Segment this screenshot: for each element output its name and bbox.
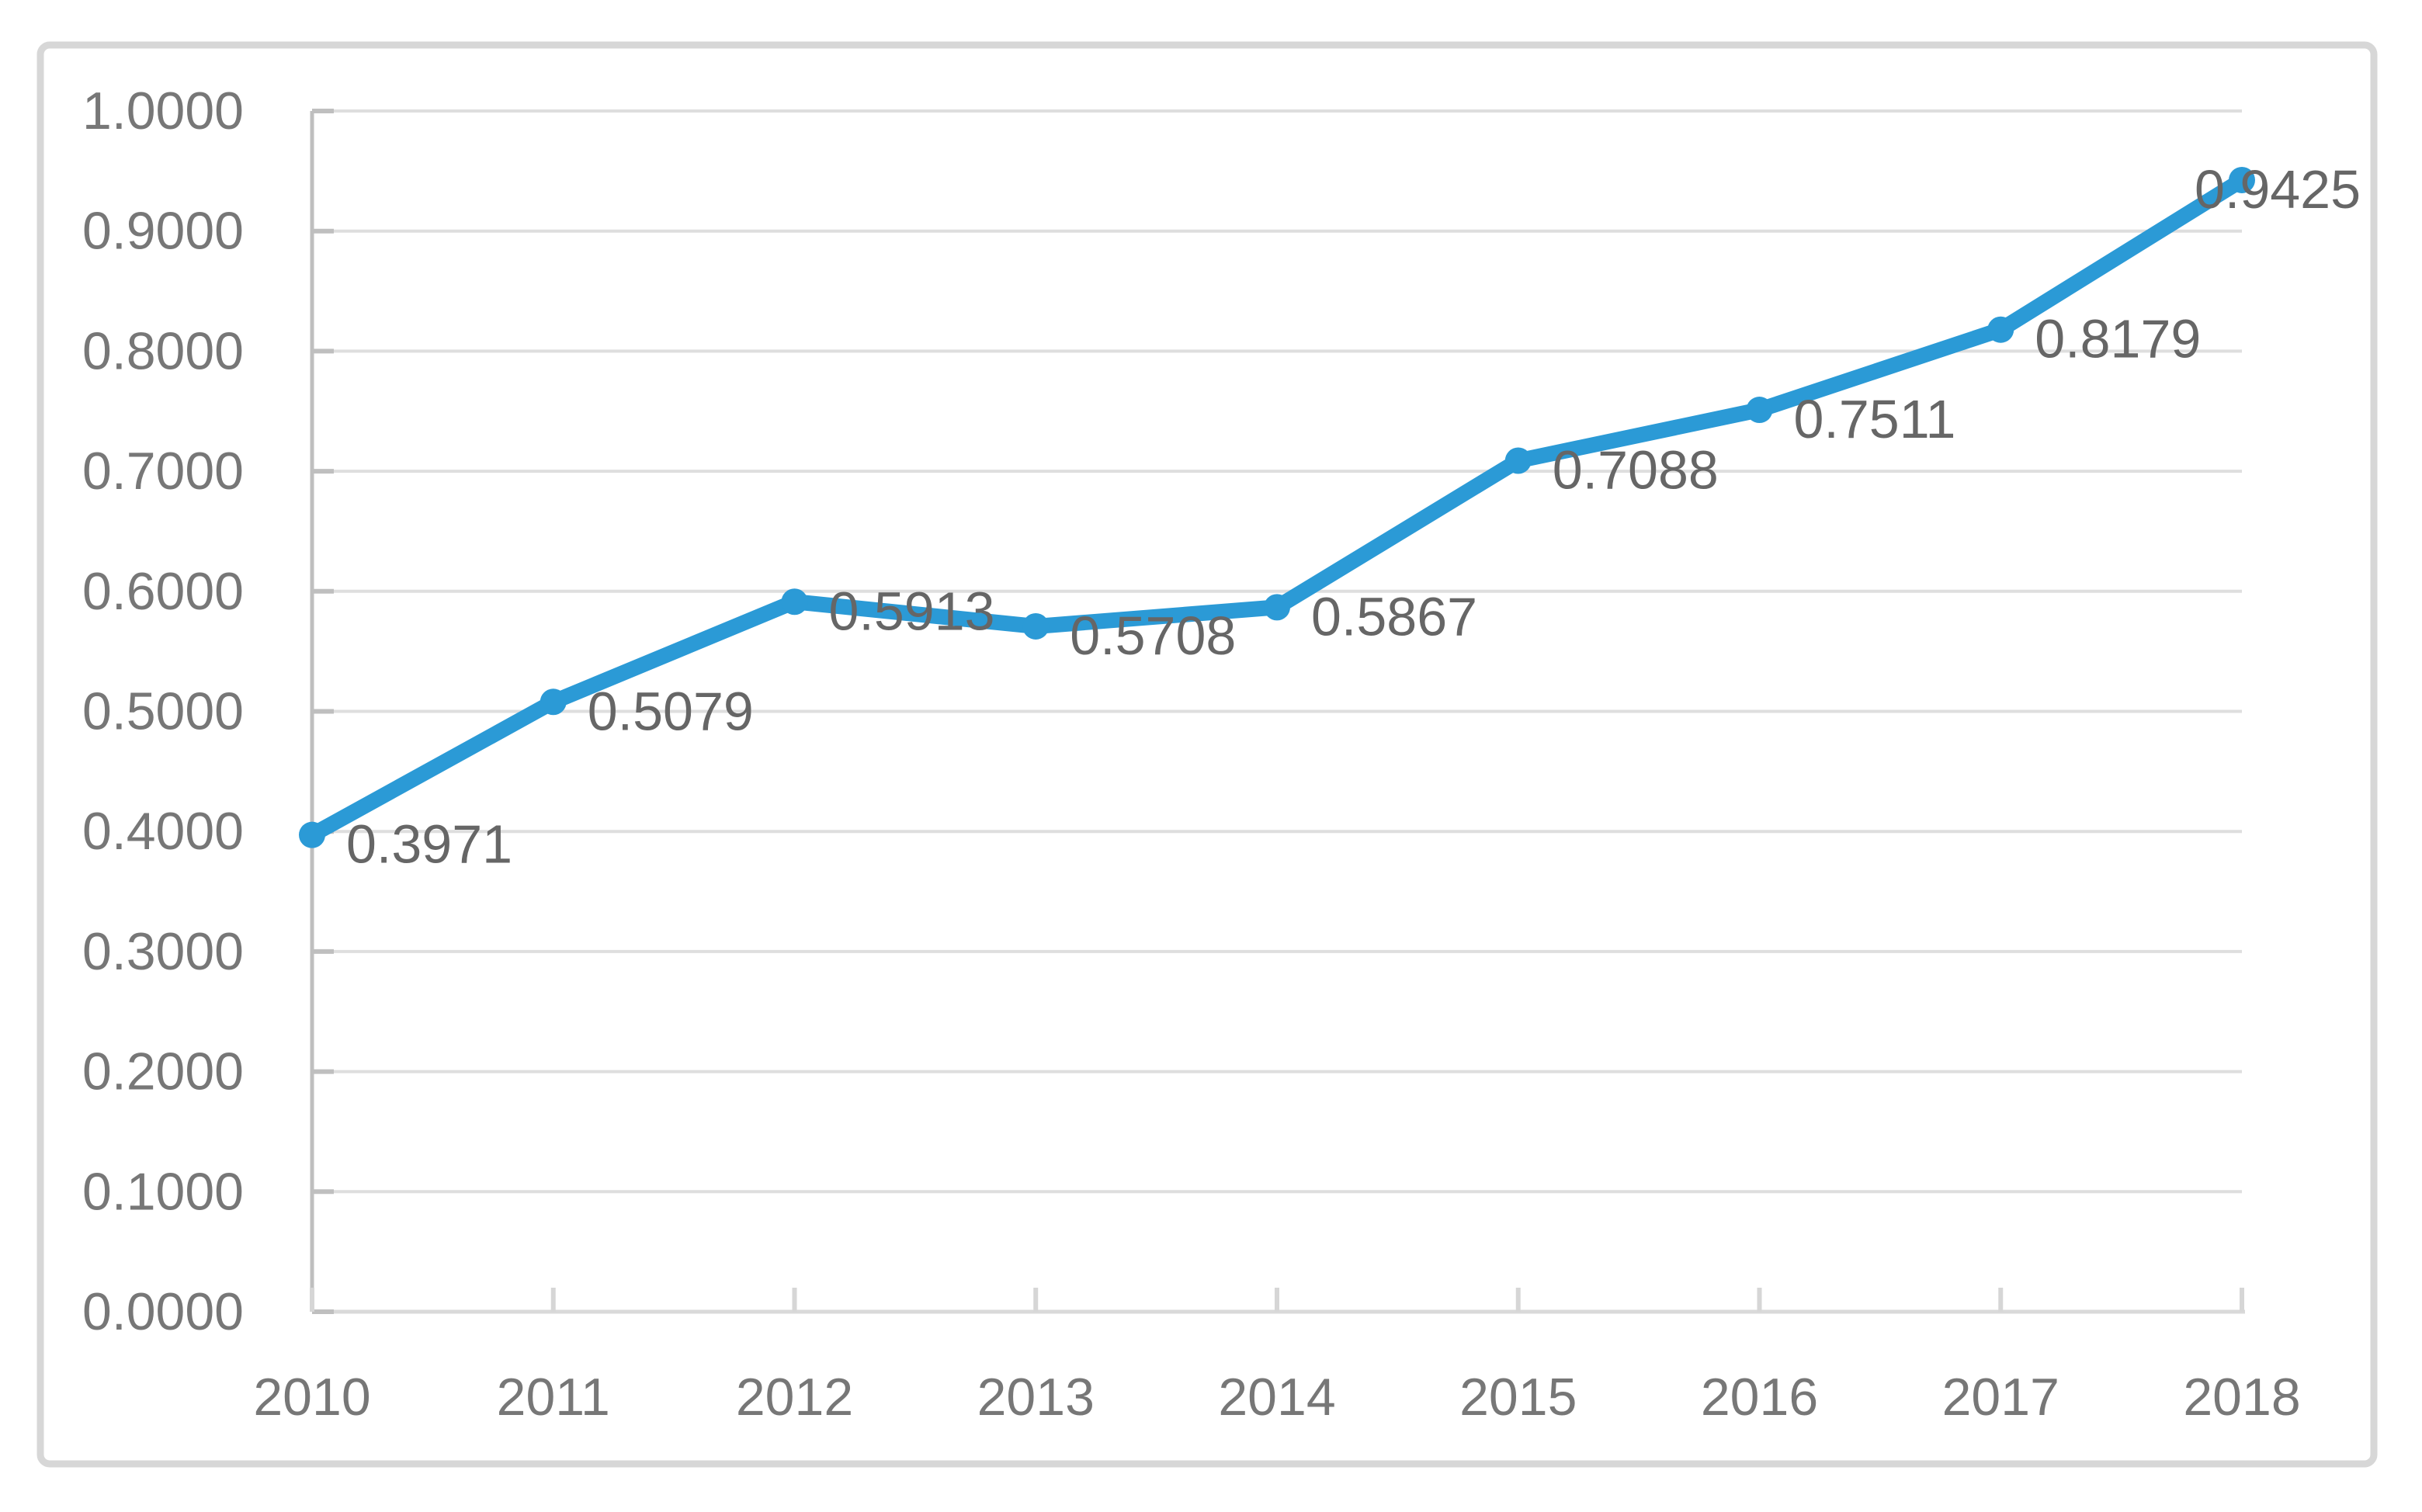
data-point-marker	[2229, 166, 2255, 193]
data-point-label: 0.5079	[588, 681, 754, 741]
y-tick-label: 0.6000	[82, 562, 244, 621]
data-point-marker	[781, 588, 808, 616]
x-tick-label: 2018	[2183, 1368, 2300, 1427]
data-point-label: 0.8179	[2035, 309, 2201, 369]
x-tick-label: 2011	[497, 1368, 610, 1427]
x-tick-label: 2015	[1459, 1368, 1577, 1427]
data-point-marker	[540, 688, 567, 716]
x-tick-label: 2010	[253, 1368, 370, 1427]
data-point-label: 0.5867	[1311, 586, 1477, 647]
y-tick-label: 0.5000	[82, 682, 244, 741]
x-tick-label: 2013	[977, 1368, 1095, 1427]
x-tick-label: 2014	[1218, 1368, 1335, 1427]
x-tick-label: 2017	[1942, 1368, 2059, 1427]
x-tick-label: 2012	[736, 1368, 853, 1427]
y-tick-label: 0.4000	[82, 802, 244, 861]
y-tick-label: 0.7000	[82, 442, 244, 501]
y-tick-label: 0.2000	[82, 1042, 244, 1101]
data-point-label: 0.7088	[1553, 439, 1719, 500]
data-point-marker	[1264, 594, 1290, 621]
chart-frame	[36, 41, 2378, 1468]
data-point-label: 0.9425	[2195, 159, 2361, 220]
data-point-label: 0.5708	[1070, 605, 1236, 666]
data-point-marker	[1022, 612, 1050, 640]
y-tick-label: 0.0000	[82, 1282, 244, 1341]
data-point-label: 0.5913	[829, 581, 995, 641]
y-tick-label: 0.3000	[82, 922, 244, 981]
data-point-marker	[1504, 447, 1532, 474]
data-point-label: 0.7511	[1794, 389, 1956, 449]
data-point-label: 0.3971	[346, 814, 512, 875]
y-tick-label: 0.9000	[82, 202, 244, 261]
x-tick-label: 2016	[1701, 1368, 1818, 1427]
y-tick-label: 0.8000	[82, 321, 244, 380]
data-point-marker	[1987, 316, 2014, 343]
y-tick-label: 0.1000	[82, 1162, 244, 1221]
y-tick-label: 1.0000	[82, 81, 244, 140]
data-point-marker	[299, 821, 325, 848]
data-point-marker	[1746, 397, 1773, 424]
